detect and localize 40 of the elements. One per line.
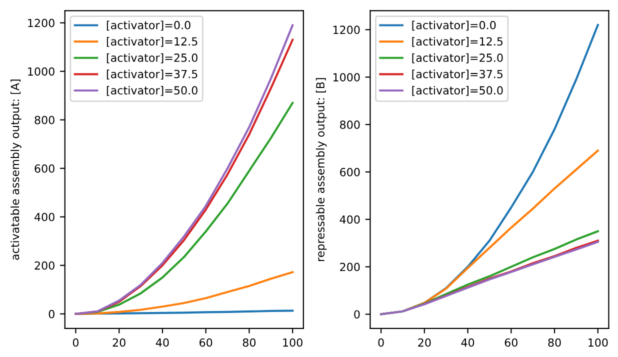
y-tick-label: 1200 bbox=[333, 26, 360, 34]
x-tick-label: 40 bbox=[156, 338, 169, 347]
legend-label: [activator]=37.5 bbox=[106, 70, 198, 80]
y-tick-label: 600 bbox=[340, 168, 360, 176]
x-tick-label: 0 bbox=[378, 338, 384, 347]
y-tick-label: 600 bbox=[34, 164, 54, 173]
y-tick-label: 200 bbox=[340, 262, 360, 272]
y-tick-label: 200 bbox=[34, 261, 54, 270]
x-tick-label: 60 bbox=[504, 338, 518, 347]
y-tick-label: 400 bbox=[340, 215, 360, 224]
x-tick-label: 0 bbox=[72, 338, 79, 347]
legend-label: [activator]=25.0 bbox=[412, 53, 503, 64]
legend-label: [activator]=0.0 bbox=[412, 20, 496, 31]
x-tick-label: 20 bbox=[112, 338, 126, 347]
y-tick-label: 800 bbox=[34, 116, 54, 124]
y-tick-label: 1200 bbox=[28, 18, 54, 28]
y-tick-label: 400 bbox=[34, 212, 54, 222]
y-axis-title: activatable assembly output: [A] bbox=[10, 80, 22, 260]
line-series bbox=[74, 271, 294, 315]
legend-label: [activator]=25.0 bbox=[106, 53, 198, 64]
legend-label: [activator]=12.5 bbox=[412, 37, 503, 47]
x-tick-label: 80 bbox=[242, 338, 256, 347]
line-series bbox=[423, 240, 599, 306]
legend-label: [activator]=50.0 bbox=[106, 86, 198, 96]
y-tick-label: 1000 bbox=[333, 73, 360, 82]
legend-label: [activator]=50.0 bbox=[412, 86, 503, 96]
y-tick-label: 0 bbox=[354, 310, 360, 319]
x-tick-label: 80 bbox=[548, 338, 561, 347]
legend-label: [activator]=0.0 bbox=[106, 20, 190, 31]
x-tick-label: 100 bbox=[283, 338, 302, 347]
y-axis-title: repressable assembly output: [B] bbox=[316, 78, 327, 261]
x-tick-label: 100 bbox=[588, 338, 608, 347]
x-tick-label: 60 bbox=[200, 338, 212, 347]
y-tick-label: 0 bbox=[48, 310, 54, 318]
legend-label: [activator]=37.5 bbox=[412, 70, 503, 80]
x-tick-label: 40 bbox=[461, 338, 474, 347]
y-tick-label: 1000 bbox=[28, 67, 54, 76]
legend-label: [activator]=12.5 bbox=[106, 37, 198, 47]
y-tick-label: 800 bbox=[340, 120, 360, 129]
x-tick-label: 20 bbox=[418, 338, 431, 347]
